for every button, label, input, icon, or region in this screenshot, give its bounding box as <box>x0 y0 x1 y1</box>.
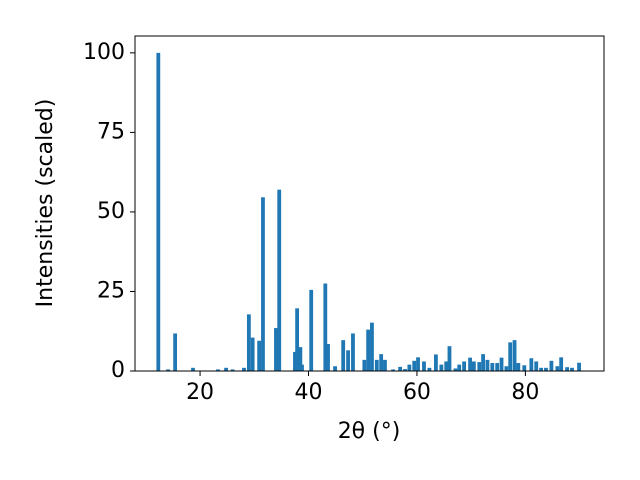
bar <box>471 361 476 371</box>
bar <box>555 366 560 371</box>
bar <box>462 361 467 371</box>
bar <box>499 357 504 371</box>
y-tick-label: 50 <box>97 199 125 224</box>
bar <box>468 357 472 371</box>
bar <box>529 358 534 371</box>
bar <box>216 369 220 371</box>
bar <box>379 354 384 371</box>
bar <box>559 357 564 371</box>
bar <box>383 359 387 371</box>
bar <box>333 366 337 371</box>
x-tick-label: 60 <box>403 380 431 405</box>
bar <box>522 365 527 371</box>
x-tick-label: 40 <box>295 380 323 405</box>
bar <box>191 367 195 371</box>
y-tick-label: 75 <box>97 119 125 144</box>
bar <box>447 346 452 371</box>
bar <box>224 367 228 371</box>
bar <box>416 357 420 371</box>
bar <box>261 197 265 371</box>
bar <box>453 368 458 371</box>
y-tick-label: 100 <box>83 40 125 65</box>
bar <box>366 329 371 371</box>
bar <box>422 361 426 371</box>
bar <box>173 333 178 371</box>
bar <box>477 362 482 371</box>
y-tick-label: 25 <box>97 278 125 303</box>
bar <box>274 328 278 371</box>
bar <box>457 364 462 371</box>
bar <box>370 322 374 371</box>
bar <box>346 350 350 371</box>
y-axis-label: Intensities (scaled) <box>33 99 58 308</box>
bar <box>544 367 548 371</box>
bar <box>277 189 282 371</box>
bar <box>577 362 581 371</box>
bar <box>230 369 235 371</box>
x-tick-label: 80 <box>511 380 539 405</box>
bar <box>508 342 513 371</box>
bar <box>485 359 490 371</box>
bar <box>407 364 412 371</box>
bar <box>434 354 438 371</box>
x-tick-label: 20 <box>186 380 214 405</box>
bar <box>341 340 346 371</box>
bar <box>495 363 500 371</box>
bar <box>570 367 574 371</box>
bar <box>362 359 367 371</box>
bar <box>293 351 297 371</box>
bar <box>481 354 485 371</box>
x-axis-label: 2θ (°) <box>338 419 401 444</box>
bar <box>490 363 495 371</box>
bar <box>391 369 395 371</box>
bar <box>300 364 304 371</box>
bar <box>323 283 328 371</box>
bar <box>504 366 509 371</box>
bar <box>398 366 403 371</box>
bar <box>444 361 449 371</box>
bar <box>539 367 544 371</box>
bar <box>351 333 355 371</box>
bar <box>156 52 161 371</box>
bar <box>516 363 521 371</box>
bar <box>549 360 554 371</box>
bar <box>565 367 570 371</box>
bar <box>439 364 444 371</box>
bar <box>257 340 262 371</box>
bar <box>246 314 251 371</box>
bar <box>326 343 330 371</box>
bar <box>298 347 303 371</box>
bar <box>412 360 417 371</box>
bar <box>242 367 246 371</box>
bar <box>512 340 517 371</box>
bar <box>534 361 539 371</box>
bar <box>166 369 170 371</box>
bar <box>250 337 255 371</box>
bar <box>427 367 432 371</box>
bar <box>403 369 407 371</box>
y-tick-label: 0 <box>111 358 125 383</box>
bar <box>295 308 300 371</box>
bar <box>374 359 379 371</box>
bar <box>309 289 314 371</box>
plot-frame <box>134 35 605 372</box>
